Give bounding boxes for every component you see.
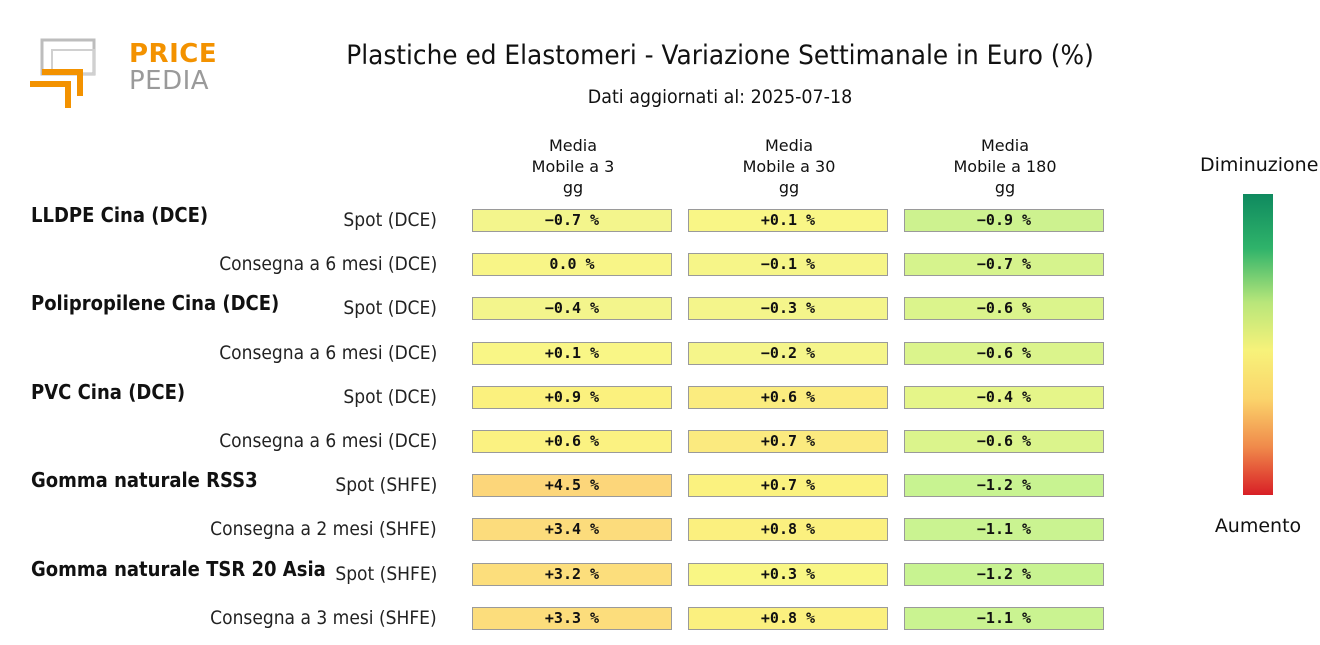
heatmap-cell: +0.1 % [688, 209, 888, 232]
row-label: Spot (SHFE) [334, 562, 437, 585]
heatmap-cell: +3.2 % [472, 562, 672, 586]
heatmap-cell: −0.1 % [688, 253, 888, 277]
column-header-30gg: Media Mobile a 30 gg [742, 136, 836, 197]
heatmap-cell: −0.9 % [904, 209, 1104, 232]
heatmap-cell: −1.1 % [904, 606, 1104, 630]
heatmap-cell: +0.7 % [688, 474, 888, 498]
heatmap-cell: −0.6 % [904, 297, 1104, 321]
heatmap-cell: +0.8 % [688, 606, 888, 630]
row-label: Consegna a 6 mesi (DCE) [218, 253, 437, 276]
heatmap-cell: −1.2 % [904, 474, 1104, 498]
row-label: Consegna a 6 mesi (DCE) [218, 341, 437, 364]
heatmap-cell: −0.4 % [904, 385, 1104, 409]
heatmap-cell: −1.2 % [904, 562, 1104, 586]
heatmap-cell: −1.1 % [904, 518, 1104, 542]
row-label: Spot (DCE) [343, 297, 437, 320]
chart-subtitle: Dati aggiornati al: 2025-07-18 [587, 86, 853, 108]
chart-title: Plastiche ed Elastomeri - Variazione Set… [346, 40, 1094, 71]
heatmap-cell: +0.6 % [472, 430, 672, 453]
heatmap-cell: +0.6 % [688, 385, 888, 409]
row-label: Spot (SHFE) [334, 474, 437, 497]
legend-top-label: Diminuzione [1200, 154, 1319, 176]
color-scale-legend [1243, 194, 1273, 495]
heatmap-cell: +4.5 % [472, 474, 672, 498]
group-label: Polipropilene Cina (DCE) [31, 291, 280, 316]
heatmap-cell: −0.7 % [904, 253, 1104, 277]
heatmap-cell: +3.3 % [472, 606, 672, 630]
row-label: Consegna a 3 mesi (SHFE) [210, 606, 437, 629]
heatmap-cell: −0.6 % [904, 430, 1104, 453]
row-label: Consegna a 2 mesi (SHFE) [210, 518, 437, 541]
heatmap-cell: +0.9 % [472, 385, 672, 409]
heatmap-cell: +3.4 % [472, 518, 672, 542]
row-label: Spot (DCE) [343, 385, 437, 408]
column-header-3gg: Media Mobile a 3 gg [531, 136, 615, 197]
heatmap-cell: −0.3 % [688, 297, 888, 321]
pricepedia-logo: PRICE PEDIA [28, 38, 217, 110]
logo-pedia-text: PEDIA [129, 66, 210, 96]
logo-price-text: PRICE [129, 39, 218, 69]
row-label: Spot (DCE) [343, 209, 437, 231]
heatmap-cell: −0.6 % [904, 341, 1104, 365]
group-label: Gomma naturale TSR 20 Asia [31, 556, 326, 581]
heatmap-cell: +0.1 % [472, 341, 672, 365]
group-label: LLDPE Cina (DCE) [31, 203, 209, 227]
group-label: Gomma naturale RSS3 [31, 468, 258, 493]
logo-mark-icon [30, 38, 96, 108]
legend-bottom-label: Aumento [1214, 515, 1302, 537]
heatmap-cell: −0.4 % [472, 297, 672, 321]
heatmap-cell: −0.7 % [472, 209, 672, 232]
heatmap-cell: −0.2 % [688, 341, 888, 365]
heatmap-cell: +0.3 % [688, 562, 888, 586]
heatmap-cell: +0.7 % [688, 430, 888, 453]
row-label: Consegna a 6 mesi (DCE) [218, 430, 437, 452]
heatmap-cell: 0.0 % [472, 253, 672, 277]
column-header-180gg: Media Mobile a 180 gg [953, 136, 1057, 197]
group-label: PVC Cina (DCE) [31, 379, 186, 404]
heatmap-cell: +0.8 % [688, 518, 888, 542]
